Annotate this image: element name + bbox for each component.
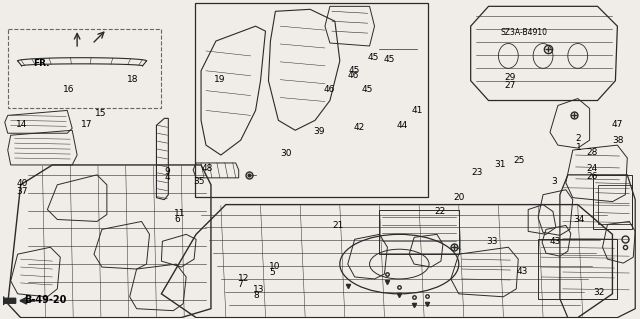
Text: 42: 42 xyxy=(354,123,365,132)
Text: 1: 1 xyxy=(575,143,581,152)
Text: 32: 32 xyxy=(593,288,604,297)
Text: 8: 8 xyxy=(253,291,259,300)
Text: 40: 40 xyxy=(17,179,28,188)
Text: 22: 22 xyxy=(434,207,445,216)
Text: 35: 35 xyxy=(193,177,205,186)
Text: 7: 7 xyxy=(237,280,243,289)
Text: 27: 27 xyxy=(504,81,515,90)
Text: 12: 12 xyxy=(237,274,249,283)
Text: 13: 13 xyxy=(253,285,265,294)
Text: 6: 6 xyxy=(174,215,180,224)
Text: 29: 29 xyxy=(504,73,515,82)
Text: 45: 45 xyxy=(383,55,395,64)
Text: 31: 31 xyxy=(495,160,506,169)
Text: 18: 18 xyxy=(127,75,138,84)
Text: 9: 9 xyxy=(164,167,170,176)
Text: 37: 37 xyxy=(17,187,28,196)
Text: 19: 19 xyxy=(214,75,225,84)
Text: 46: 46 xyxy=(323,85,335,94)
Text: 43: 43 xyxy=(550,237,561,246)
Text: 28: 28 xyxy=(586,148,598,157)
Text: SZ3A-B4910: SZ3A-B4910 xyxy=(501,28,548,37)
Text: 46: 46 xyxy=(348,70,358,79)
Bar xyxy=(593,175,632,229)
Text: 11: 11 xyxy=(174,209,186,218)
Text: 20: 20 xyxy=(453,193,465,202)
Text: B-49-20: B-49-20 xyxy=(24,295,66,305)
Text: 34: 34 xyxy=(574,215,585,224)
Text: 16: 16 xyxy=(63,85,74,94)
Text: 4: 4 xyxy=(164,173,170,182)
Text: 45: 45 xyxy=(367,53,379,62)
Text: 43: 43 xyxy=(516,267,528,276)
Text: 2: 2 xyxy=(575,134,581,144)
FancyArrow shape xyxy=(0,297,15,305)
Text: 24: 24 xyxy=(586,165,598,174)
Text: 21: 21 xyxy=(333,221,344,230)
Text: 23: 23 xyxy=(471,168,483,177)
Text: 25: 25 xyxy=(513,156,525,165)
Bar xyxy=(538,239,618,299)
Text: 44: 44 xyxy=(396,121,408,130)
Text: 3: 3 xyxy=(552,176,557,186)
Text: 47: 47 xyxy=(612,120,623,129)
Text: 33: 33 xyxy=(486,237,498,246)
Text: 45: 45 xyxy=(349,66,360,75)
Bar xyxy=(598,185,632,225)
Bar xyxy=(380,210,459,254)
Text: 15: 15 xyxy=(95,109,106,118)
Text: FR.: FR. xyxy=(33,59,50,68)
Text: 39: 39 xyxy=(314,128,325,137)
Text: 5: 5 xyxy=(269,268,275,277)
Text: 10: 10 xyxy=(269,262,281,271)
Text: 41: 41 xyxy=(412,106,424,115)
Text: 45: 45 xyxy=(361,85,372,94)
Text: 14: 14 xyxy=(15,120,27,129)
Text: 30: 30 xyxy=(280,149,292,158)
Text: 48: 48 xyxy=(202,164,212,173)
Bar xyxy=(8,29,161,108)
Text: 38: 38 xyxy=(612,136,623,145)
Text: 17: 17 xyxy=(81,120,92,129)
Text: 26: 26 xyxy=(586,172,598,182)
Bar xyxy=(195,4,428,197)
